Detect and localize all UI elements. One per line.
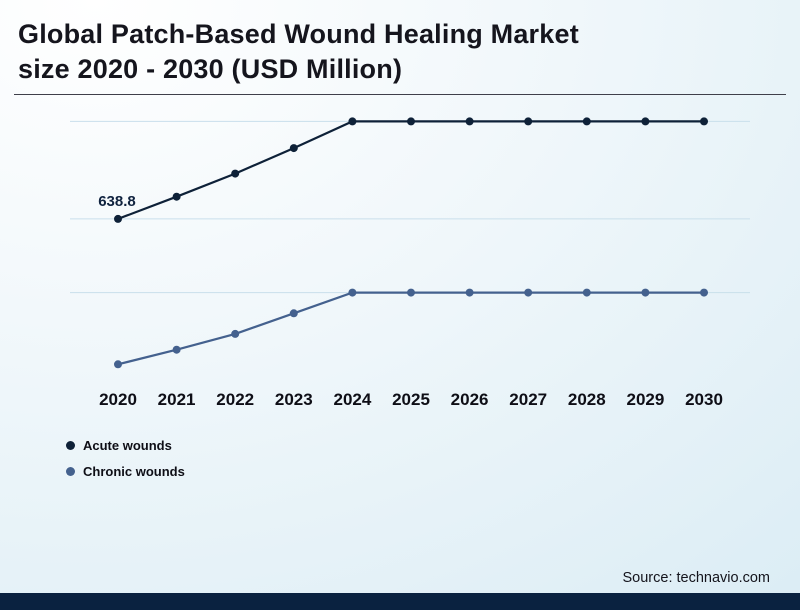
- svg-text:2029: 2029: [626, 390, 664, 409]
- svg-text:638.8: 638.8: [98, 193, 136, 210]
- legend-label-chronic-wounds: Chronic wounds: [83, 464, 185, 480]
- svg-text:2028: 2028: [568, 390, 606, 409]
- chronic-wounds-dot-icon: [66, 467, 75, 477]
- footer-bar: [0, 593, 800, 610]
- source-credit: Source: technavio.com: [622, 570, 771, 586]
- title-divider: [14, 94, 786, 96]
- svg-text:2021: 2021: [158, 390, 196, 409]
- svg-text:2030: 2030: [685, 390, 723, 409]
- svg-text:2022: 2022: [216, 390, 254, 409]
- legend-label-acute-wounds: Acute wounds: [83, 438, 172, 454]
- page-title: Global Patch-Based Wound Healing Market …: [18, 19, 579, 84]
- chart-area: 2020 2021 2022 2023 2024 2025 2026 2027 2028 2029…: [70, 99, 800, 424]
- svg-text:2025: 2025: [392, 390, 430, 409]
- svg-text:2027: 2027: [509, 390, 547, 409]
- acute-wounds-dot-icon: [66, 441, 75, 451]
- svg-text:2024: 2024: [333, 390, 371, 409]
- legend-item-chronic-wounds: Chronic wounds: [66, 464, 800, 479]
- legend-item-acute-wounds: Acute wounds: [66, 438, 800, 453]
- svg-text:2023: 2023: [275, 390, 313, 409]
- legend: Acute wounds Chronic wounds: [66, 438, 800, 479]
- market-line-chart: 2020 2021 2022 2023 2024 2025 2026 2027 2028 2029…: [70, 117, 750, 409]
- svg-text:2026: 2026: [451, 390, 489, 409]
- svg-text:2020: 2020: [99, 390, 137, 409]
